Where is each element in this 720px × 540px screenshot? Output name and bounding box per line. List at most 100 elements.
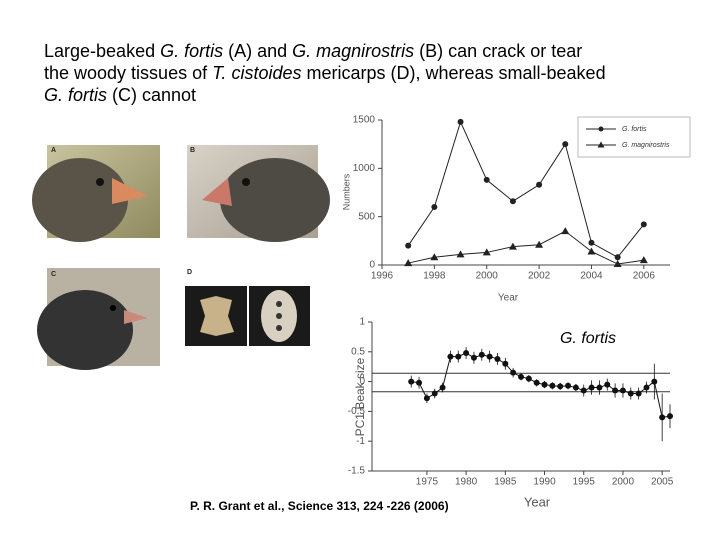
x-tick-label: 2000 bbox=[612, 477, 635, 488]
x-tick-label: 2005 bbox=[651, 477, 674, 488]
point bbox=[470, 354, 477, 361]
point bbox=[635, 390, 642, 397]
title-text: mericarps (D), whereas small-beaked bbox=[301, 63, 606, 83]
photo-c bbox=[37, 268, 160, 370]
title-text: G. fortis bbox=[160, 41, 224, 61]
x-tick-label: 1975 bbox=[416, 477, 439, 488]
y-axis-label: PC1 Beak size bbox=[353, 357, 367, 436]
y-tick-label: -1.5 bbox=[348, 466, 366, 477]
point bbox=[613, 260, 622, 268]
point bbox=[588, 384, 595, 391]
point bbox=[455, 353, 462, 360]
point bbox=[463, 349, 470, 356]
point bbox=[483, 176, 490, 183]
point bbox=[627, 390, 634, 397]
legend-label: G. fortis bbox=[622, 126, 647, 133]
point bbox=[405, 242, 412, 249]
title-text: (B) can crack or tear bbox=[414, 41, 583, 61]
y-tick-label: -1 bbox=[356, 436, 365, 447]
point bbox=[651, 378, 658, 385]
title-text: T. cistoides bbox=[212, 63, 302, 83]
point bbox=[482, 248, 491, 256]
photo-label: C bbox=[51, 271, 56, 278]
legend-marker bbox=[598, 126, 604, 132]
point bbox=[604, 381, 611, 388]
title-text: (A) and bbox=[223, 41, 293, 61]
point bbox=[430, 253, 439, 261]
point bbox=[549, 382, 556, 389]
y-tick-label: 500 bbox=[358, 211, 375, 222]
point bbox=[562, 141, 569, 148]
point bbox=[572, 384, 579, 391]
title-text: G. magnirostris bbox=[292, 41, 415, 61]
point bbox=[423, 395, 430, 402]
point bbox=[619, 387, 626, 394]
point bbox=[486, 353, 493, 360]
photo-a bbox=[32, 145, 160, 242]
y-tick-label: 0.5 bbox=[351, 346, 365, 357]
point bbox=[431, 390, 438, 397]
x-axis-label: Year bbox=[498, 293, 519, 304]
point bbox=[509, 198, 516, 205]
point bbox=[456, 250, 465, 258]
x-tick-label: 1998 bbox=[423, 271, 446, 282]
x-tick-label: 2000 bbox=[476, 271, 499, 282]
point bbox=[510, 369, 517, 376]
point bbox=[659, 414, 666, 421]
point bbox=[587, 247, 596, 255]
point bbox=[408, 378, 415, 385]
photo-label: A bbox=[51, 147, 56, 154]
x-tick-label: 1996 bbox=[371, 271, 394, 282]
point bbox=[614, 254, 621, 261]
x-tick-label: 1995 bbox=[573, 477, 596, 488]
point bbox=[565, 382, 572, 389]
point bbox=[431, 204, 438, 210]
legend-label: G. magnirostris bbox=[622, 142, 670, 149]
point bbox=[447, 353, 454, 360]
point bbox=[535, 240, 544, 248]
point bbox=[502, 360, 509, 367]
point bbox=[541, 381, 548, 388]
point bbox=[639, 256, 648, 264]
point bbox=[525, 375, 532, 382]
x-tick-label: 2004 bbox=[580, 271, 603, 282]
point bbox=[533, 379, 540, 386]
photo-b bbox=[187, 145, 330, 242]
legend-box bbox=[577, 116, 691, 158]
legend-marker bbox=[597, 141, 605, 148]
y-tick-label: 1500 bbox=[353, 115, 376, 126]
point bbox=[478, 351, 485, 358]
x-tick-label: 2002 bbox=[528, 271, 551, 282]
slide-title: Large-beaked G. fortis (A) and G. magnir… bbox=[44, 40, 606, 106]
point bbox=[667, 413, 673, 420]
point bbox=[404, 259, 413, 267]
title-text: Large-beaked bbox=[44, 41, 161, 61]
y-tick-label: 0 bbox=[359, 376, 365, 387]
series-line bbox=[408, 230, 644, 265]
point bbox=[588, 239, 595, 246]
point bbox=[518, 373, 524, 380]
title-text: the woody tissues of bbox=[44, 63, 213, 83]
y-axis-label: Numbers bbox=[341, 173, 351, 210]
point bbox=[416, 379, 423, 386]
series-line bbox=[407, 120, 645, 258]
point bbox=[561, 227, 570, 235]
y-tick-label: 0 bbox=[369, 260, 375, 271]
citation: P. R. Grant et al., Science 313, 224 -22… bbox=[190, 499, 449, 513]
point bbox=[557, 383, 564, 390]
photo-label: D bbox=[187, 269, 192, 276]
point bbox=[640, 221, 647, 228]
annotation: G. fortis bbox=[560, 330, 616, 347]
point bbox=[439, 384, 446, 391]
point bbox=[494, 355, 501, 362]
y-tick-label: -0.5 bbox=[348, 406, 366, 417]
point bbox=[508, 242, 517, 250]
title-text: G. fortis bbox=[44, 85, 108, 105]
x-axis-label: Year bbox=[524, 494, 551, 509]
point bbox=[612, 387, 619, 394]
x-tick-label: 1990 bbox=[533, 477, 556, 488]
series-line bbox=[411, 352, 671, 418]
point bbox=[643, 384, 650, 391]
photo-d bbox=[185, 286, 310, 346]
